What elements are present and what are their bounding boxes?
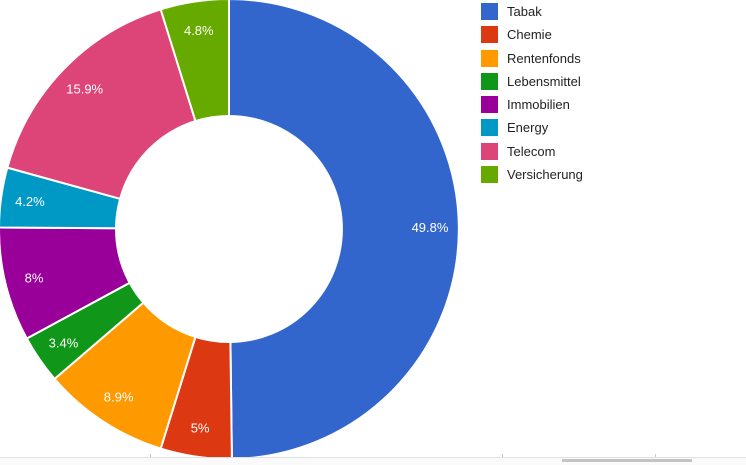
legend-color-swatch-telecom xyxy=(481,142,498,160)
column-edge-tick xyxy=(655,454,656,457)
chart-legend: Tabak Chemie Rentenfonds Lebensmittel Immobi… xyxy=(481,3,583,184)
legend-label: Lebensmittel xyxy=(507,73,581,89)
legend-item-versicherung[interactable]: Versicherung xyxy=(481,166,583,184)
pie-slice-versicherung[interactable] xyxy=(159,0,230,123)
legend-label: Rentenfonds xyxy=(507,50,581,66)
legend-item-tabak[interactable]: Tabak xyxy=(481,3,583,20)
pie-slice-immobilien[interactable] xyxy=(0,226,131,340)
legend-item-immobilien[interactable]: Immobilien xyxy=(481,96,583,114)
legend-color-swatch-tabak xyxy=(481,3,498,20)
legend-color-swatch-versicherung xyxy=(481,166,498,184)
slice-label-versicherung: 4.8% xyxy=(184,23,214,38)
horizontal-scrollbar-track[interactable] xyxy=(0,458,746,465)
slice-label-telecom: 15.9% xyxy=(66,82,103,97)
slice-label-rentenfonds: 8.9% xyxy=(104,390,134,405)
slice-label-lebensmittel: 3.4% xyxy=(49,336,79,351)
legend-item-telecom[interactable]: Telecom xyxy=(481,142,583,160)
slice-label-tabak: 49.8% xyxy=(412,220,449,235)
legend-color-swatch-chemie xyxy=(481,26,498,44)
legend-item-lebensmittel[interactable]: Lebensmittel xyxy=(481,72,583,90)
legend-item-chemie[interactable]: Chemie xyxy=(481,26,583,44)
legend-color-swatch-energy xyxy=(481,119,498,137)
legend-label: Chemie xyxy=(507,27,552,43)
pie-slice-tabak[interactable] xyxy=(228,0,460,460)
column-edge-tick xyxy=(150,454,151,457)
legend-label: Immobilien xyxy=(507,97,570,113)
legend-color-swatch-immobilien xyxy=(481,96,498,114)
legend-label: Energy xyxy=(507,120,549,136)
bottom-divider xyxy=(0,457,746,458)
legend-color-swatch-rentenfonds xyxy=(481,49,498,67)
column-edge-tick xyxy=(502,454,503,457)
legend-label: Tabak xyxy=(507,4,542,19)
legend-item-rentenfonds[interactable]: Rentenfonds xyxy=(481,49,583,67)
legend-label: Versicherung xyxy=(507,167,583,183)
pie-slice-telecom[interactable] xyxy=(6,8,197,200)
legend-color-swatch-lebensmittel xyxy=(481,72,498,90)
legend-item-energy[interactable]: Energy xyxy=(481,119,583,137)
legend-label: Telecom xyxy=(507,143,556,159)
horizontal-scrollbar-thumb[interactable] xyxy=(562,459,692,462)
slice-label-energy: 4.2% xyxy=(15,194,45,209)
slice-label-immobilien: 8% xyxy=(25,270,44,285)
slice-label-chemie: 5% xyxy=(191,420,210,435)
